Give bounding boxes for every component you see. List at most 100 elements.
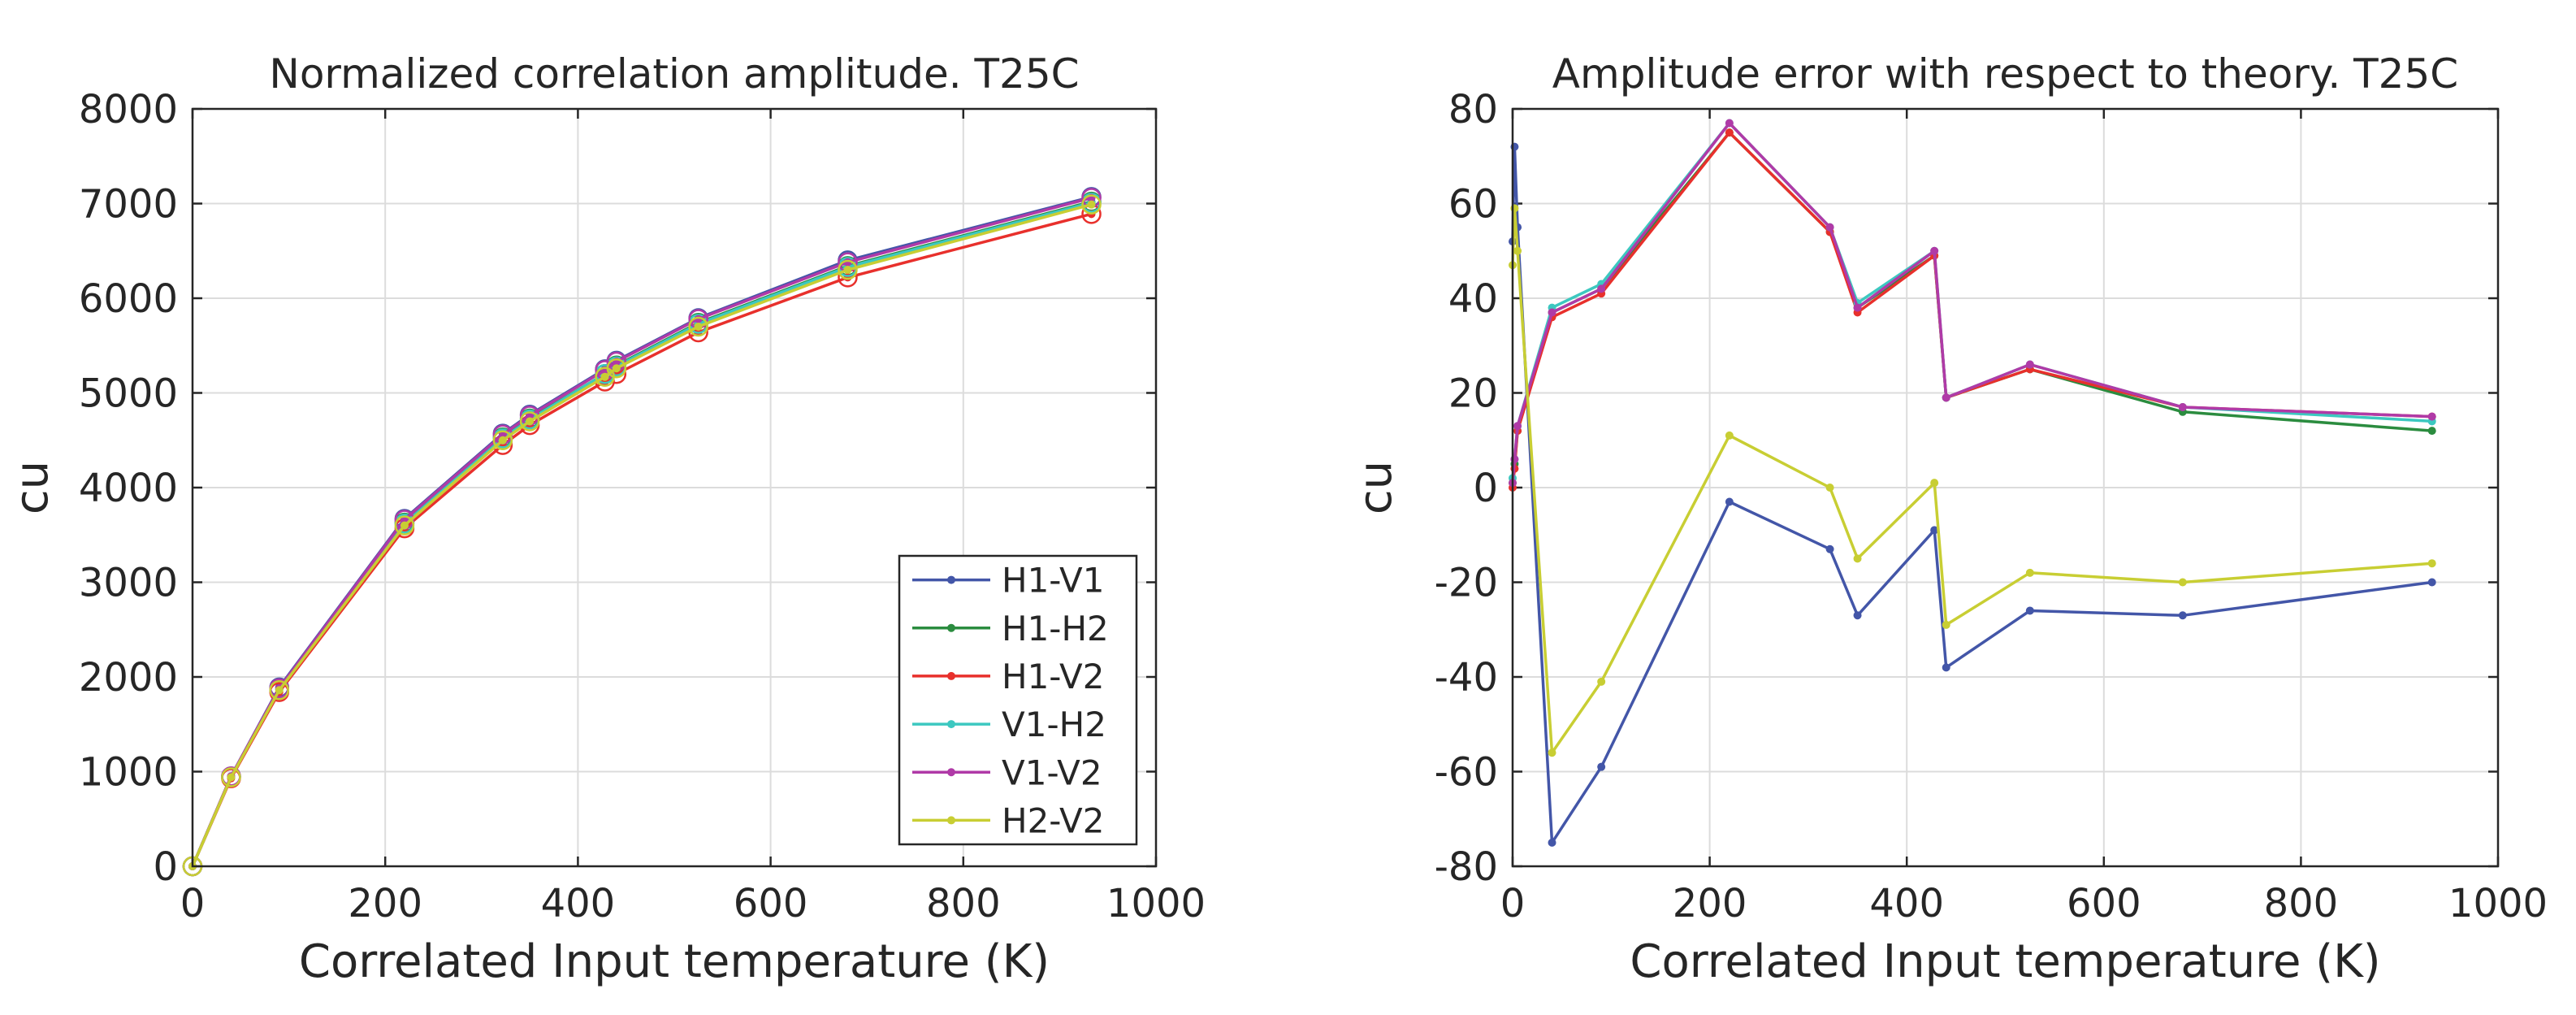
data-point bbox=[1597, 762, 1606, 771]
data-point bbox=[1548, 308, 1556, 317]
legend-box bbox=[898, 554, 1138, 846]
data-point bbox=[1513, 422, 1522, 431]
legend-label: V1-V2 bbox=[1002, 753, 1102, 792]
x-axis-label: Correlated Input temperature (K) bbox=[1630, 935, 2380, 988]
x-tick-label: 400 bbox=[541, 881, 616, 926]
data-point bbox=[1597, 284, 1606, 293]
data-point bbox=[2178, 578, 2187, 587]
y-tick-label: 6000 bbox=[79, 276, 178, 322]
y-tick-label: 60 bbox=[1448, 182, 1498, 228]
legend-entry: H2-V2 bbox=[912, 800, 1104, 840]
series-H1-H2 bbox=[1509, 128, 2436, 488]
legend-label: H1-V1 bbox=[1002, 561, 1104, 601]
data-point bbox=[2178, 611, 2187, 620]
data-point-ring bbox=[394, 515, 415, 536]
legend-entry: V1-H2 bbox=[912, 705, 1106, 744]
data-point bbox=[498, 436, 507, 445]
y-tick-label: -60 bbox=[1435, 750, 1498, 796]
data-point bbox=[1853, 611, 1862, 620]
plot-left: 0 200 400 600 800 1000 0 1000 2000 3000 4000 5000 60… bbox=[6, 50, 1206, 988]
x-tick-label: 200 bbox=[348, 881, 422, 926]
y-tick-label: 1000 bbox=[79, 750, 178, 796]
data-point bbox=[2427, 427, 2436, 436]
data-point bbox=[1513, 246, 1522, 255]
series-H1-V2 bbox=[1509, 128, 2436, 492]
y-tick-label: 0 bbox=[153, 844, 178, 890]
data-point bbox=[1930, 246, 1939, 255]
data-point bbox=[2025, 568, 2034, 577]
legend-marker bbox=[947, 671, 955, 680]
y-tick-label: 8000 bbox=[79, 87, 178, 132]
y-tick-label: -20 bbox=[1435, 561, 1498, 606]
y-axis-label: cu bbox=[6, 461, 58, 514]
data-point bbox=[2025, 606, 2034, 615]
axes-box bbox=[191, 107, 1158, 868]
data-point bbox=[612, 364, 621, 373]
x-tick-label: 0 bbox=[180, 881, 206, 926]
legend-label: V1-H2 bbox=[1002, 705, 1106, 744]
data-point bbox=[1725, 431, 1734, 440]
series-V1-H2 bbox=[1509, 119, 2436, 483]
data-point-ring bbox=[492, 430, 513, 450]
y-tick-label: -40 bbox=[1435, 655, 1498, 701]
legend-marker bbox=[947, 720, 955, 729]
data-point bbox=[600, 372, 609, 381]
chart-title: Amplitude error with respect to theory. … bbox=[1552, 50, 2458, 98]
data-point bbox=[400, 521, 409, 530]
data-point bbox=[1087, 200, 1096, 209]
data-point bbox=[2427, 578, 2436, 587]
data-point bbox=[1548, 748, 1556, 757]
x-tick-label: 1000 bbox=[1106, 881, 1206, 926]
y-tick-label: 4000 bbox=[79, 466, 178, 511]
data-point bbox=[694, 322, 703, 331]
data-point bbox=[1597, 677, 1606, 686]
data-point bbox=[1725, 128, 1734, 137]
legend-marker bbox=[947, 623, 955, 632]
chart-title: Normalized correlation amplitude. T25C bbox=[269, 50, 1079, 98]
y-tick-label: -80 bbox=[1435, 844, 1498, 890]
data-point bbox=[1930, 479, 1939, 488]
legend: H1-V1 H1-H2 H1-V2 V1-H2 V1-V2 H2-V2 bbox=[898, 554, 1138, 846]
data-point bbox=[1825, 544, 1834, 553]
data-point bbox=[1548, 838, 1556, 847]
series-line-H2-V2 bbox=[1511, 206, 2432, 754]
legend-label: H1-V2 bbox=[1002, 657, 1104, 696]
axes-box bbox=[1511, 107, 2500, 868]
legend-marker bbox=[947, 575, 955, 584]
x-axis-label: Correlated Input temperature (K) bbox=[299, 935, 1050, 988]
data-point bbox=[1853, 554, 1862, 563]
legend-entry: V1-V2 bbox=[912, 753, 1102, 792]
data-point bbox=[1930, 526, 1939, 535]
data-point bbox=[2427, 412, 2436, 421]
data-point bbox=[1825, 484, 1834, 492]
x-tick-label: 600 bbox=[734, 881, 808, 926]
series-line-H1-V2 bbox=[1511, 131, 2432, 488]
y-tick-label: 5000 bbox=[79, 371, 178, 417]
data-point bbox=[1725, 497, 1734, 506]
data-point-ring bbox=[688, 316, 708, 337]
legend-label: H2-V2 bbox=[1002, 800, 1104, 840]
x-tick-label: 0 bbox=[1500, 881, 1526, 926]
data-point bbox=[275, 686, 284, 695]
legend-marker bbox=[947, 816, 955, 825]
x-tick-label: 1000 bbox=[2448, 881, 2548, 926]
x-tick-label: 600 bbox=[2067, 881, 2141, 926]
y-tick-label: 80 bbox=[1448, 87, 1498, 132]
data-point-ring bbox=[269, 680, 289, 701]
x-tick-label: 800 bbox=[2264, 881, 2339, 926]
x-tick-label: 200 bbox=[1673, 881, 1747, 926]
data-point bbox=[1942, 620, 1950, 629]
legend-entry: H1-H2 bbox=[912, 609, 1109, 648]
data-point-ring bbox=[519, 411, 540, 432]
series-H2-V2 bbox=[1509, 204, 2436, 757]
plot-right: 0 200 400 600 800 1000 -80 -60 -40 -20 0 20 40 60 80 Am… bbox=[1349, 50, 2548, 988]
legend-entry: H1-V2 bbox=[912, 657, 1104, 696]
y-tick-label: 0 bbox=[1473, 466, 1498, 511]
data-point bbox=[843, 266, 852, 275]
series-V1-V2 bbox=[1509, 119, 2436, 488]
series-line-H1-H2 bbox=[1511, 131, 2432, 484]
y-tick-label: 40 bbox=[1448, 276, 1498, 322]
series-line-V1-H2 bbox=[1511, 121, 2432, 479]
x-tick-label: 800 bbox=[926, 881, 1001, 926]
